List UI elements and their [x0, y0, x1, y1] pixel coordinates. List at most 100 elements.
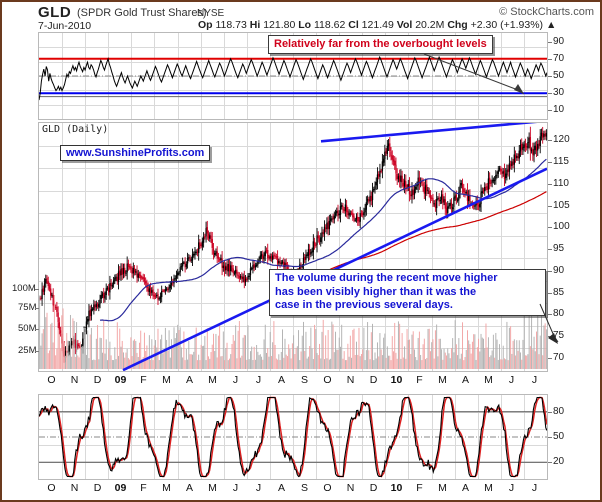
x-axis-label-f: F — [416, 482, 423, 494]
volume-tick-mark — [35, 308, 39, 309]
x-axis-label-a: A — [185, 374, 193, 386]
x-axis-label-j: J — [508, 482, 515, 494]
quote-key-hi: Hi — [249, 19, 264, 31]
chart-header: GLD (SPDR Gold Trust Shares) NYSE © Stoc… — [2, 2, 600, 32]
y-tick-mark — [548, 357, 552, 359]
y-tick-70: 70 — [553, 351, 565, 363]
x-axis-label-m: M — [208, 374, 217, 386]
y-tick-mark — [548, 292, 552, 294]
x-axis-label-f: F — [416, 374, 423, 386]
volume-bars — [39, 295, 547, 369]
x-axis-label-a: A — [461, 482, 469, 494]
x-axis-label-f: F — [140, 482, 147, 494]
x-axis-label-n: N — [346, 374, 355, 386]
y-tick-mark — [548, 162, 552, 164]
y-tick-mark — [548, 183, 552, 185]
x-axis-label-m: M — [484, 482, 493, 494]
volume-tick-mark — [35, 329, 39, 330]
y-tick-90: 90 — [553, 35, 565, 47]
rsi-callout: Relatively far from the overbought level… — [268, 35, 493, 54]
x-axis-label-m: M — [162, 374, 171, 386]
x-axis-label-f: F — [140, 374, 147, 386]
quote-key-cl: Cl — [348, 19, 362, 31]
y-tick-mark — [548, 76, 552, 77]
x-axis-label-a: A — [461, 374, 469, 386]
quote-value-lo: 118.62 — [313, 19, 349, 31]
x-axis-label-j: J — [232, 374, 239, 386]
volume-tick-100M: 100M — [12, 283, 36, 294]
volume-callout: The volume during the recent move higher… — [269, 269, 546, 316]
y-tick-mark — [548, 437, 552, 438]
y-tick-30: 30 — [553, 87, 565, 99]
y-tick-50: 50 — [553, 70, 565, 81]
y-tick-115: 115 — [553, 156, 569, 168]
y-tick-10: 10 — [553, 104, 565, 116]
x-axis-label-s: S — [300, 482, 308, 494]
quote-key-lo: Lo — [298, 19, 314, 31]
x-axis-label-m: M — [438, 482, 447, 494]
x-axis-label-10: 10 — [390, 482, 403, 494]
y-tick-mark — [548, 411, 552, 413]
volume-callout-line-2: has been visibly higher than it was the — [275, 285, 477, 298]
x-axis-label-n: N — [70, 374, 79, 386]
x-axis-label-s: S — [300, 374, 308, 386]
stockcharts-logo: © StockCharts.com — [499, 6, 594, 18]
y-tick-80: 80 — [553, 405, 565, 417]
quote-value-op: 118.73 — [215, 19, 250, 31]
stochastic-plot — [39, 395, 547, 479]
y-tick-105: 105 — [553, 199, 570, 211]
y-tick-mark — [548, 462, 552, 464]
y-tick-80: 80 — [553, 308, 565, 320]
volume-tick-mark — [35, 289, 39, 290]
y-tick-75: 75 — [553, 330, 565, 342]
price-plot — [39, 123, 547, 371]
volume-tick-75M: 75M — [18, 302, 37, 313]
y-tick-mark — [548, 249, 552, 251]
quote-value-hi: 121.80 — [263, 19, 299, 31]
x-axis-label-j: J — [508, 374, 515, 386]
x-axis-label-d: D — [369, 374, 378, 386]
x-axis-label-j: J — [531, 482, 538, 494]
x-axis-label-m: M — [438, 374, 447, 386]
x-axis-label-a: A — [277, 482, 285, 494]
volume-tick-25M: 25M — [18, 345, 37, 356]
quote-value-chg: +2.30 (+1.93%) ▲ — [470, 19, 557, 31]
x-axis-label-a: A — [185, 482, 193, 494]
quote-summary: Op 118.73 Hi 121.80 Lo 118.62 Cl 121.49 … — [198, 19, 556, 31]
y-tick-mark — [548, 93, 552, 95]
y-tick-mark — [548, 205, 552, 207]
x-axis-label-n: N — [346, 482, 355, 494]
x-axis-label-o: O — [323, 374, 332, 386]
y-tick-85: 85 — [553, 286, 565, 298]
x-axis-label-10: 10 — [390, 374, 403, 386]
x-axis-label-m: M — [208, 482, 217, 494]
volume-callout-line-3: case in the previous several days. — [275, 299, 453, 311]
quote-key-chg: Chg — [447, 19, 471, 31]
y-tick-mark — [548, 336, 552, 338]
exchange-label: NYSE — [197, 8, 225, 19]
x-axis-label-m: M — [484, 374, 493, 386]
x-axis-label-d: D — [369, 482, 378, 494]
quote-key-op: Op — [198, 19, 216, 31]
y-tick-mark — [548, 41, 552, 43]
watermark-sunshineprofits: www.SunshineProfits.com — [60, 145, 211, 161]
x-axis-label-n: N — [70, 482, 79, 494]
x-axis-label-o: O — [47, 374, 56, 386]
y-tick-20: 20 — [553, 456, 565, 468]
quote-key-vol: Vol — [396, 19, 416, 31]
y-tick-mark — [548, 270, 552, 272]
volume-tick-mark — [35, 351, 39, 352]
quote-value-vol: 20.2M — [415, 19, 448, 31]
x-axis-label-a: A — [277, 374, 285, 386]
x-axis-label-o: O — [47, 482, 56, 494]
volume-callout-line-1: The volume during the recent move higher — [275, 272, 498, 284]
x-axis-label-m: M — [162, 482, 171, 494]
x-axis-label-d: D — [93, 482, 102, 494]
x-axis-label-d: D — [93, 374, 102, 386]
y-tick-100: 100 — [553, 221, 570, 233]
y-tick-70: 70 — [553, 52, 565, 64]
y-tick-mark — [548, 314, 552, 316]
chart-series-label: GLD (Daily) — [42, 124, 109, 135]
y-tick-mark — [548, 110, 552, 112]
